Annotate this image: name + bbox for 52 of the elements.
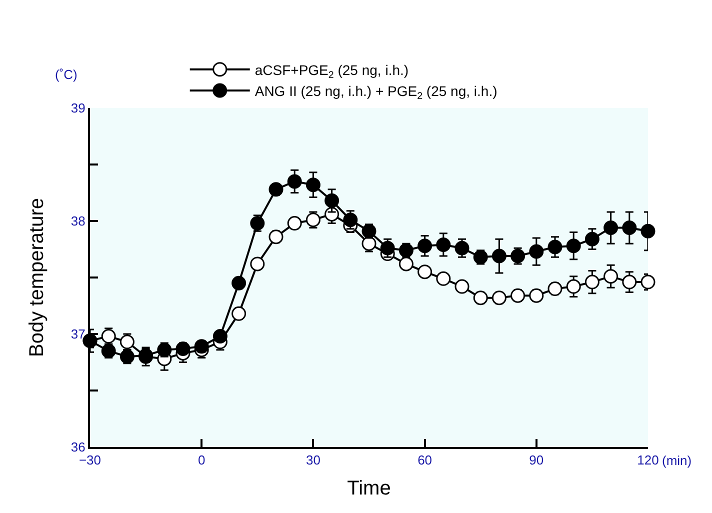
point: [232, 276, 246, 290]
point: [120, 334, 134, 350]
point: [436, 271, 451, 286]
y-tick-label: 39: [70, 100, 86, 116]
point: [287, 216, 302, 231]
text: (min): [662, 453, 692, 468]
point: [212, 329, 228, 344]
point: [232, 306, 246, 321]
y-axis-title: Body temperature: [26, 198, 48, 357]
x-tick-label: −30: [78, 452, 102, 468]
point: [418, 238, 432, 254]
y-tick-label: 36: [70, 440, 86, 455]
text: (˚C): [55, 67, 78, 82]
point: [306, 178, 320, 192]
point: [492, 248, 506, 264]
x-tick-label: 90: [529, 452, 544, 468]
point: [548, 240, 562, 254]
point: [287, 174, 302, 189]
point: [250, 256, 265, 272]
x-tick-label: 0: [198, 452, 206, 468]
point: [640, 224, 656, 238]
point: [529, 288, 544, 303]
point: [510, 288, 526, 303]
point: [492, 290, 506, 306]
point: [268, 182, 284, 197]
point: [473, 290, 488, 306]
point: [436, 237, 451, 252]
x-axis-title: Time: [347, 478, 391, 500]
point: [454, 279, 470, 294]
point: [604, 220, 618, 236]
point: [343, 212, 358, 228]
x-tick-label: 30: [306, 452, 320, 468]
point: [566, 238, 581, 254]
point: [398, 256, 414, 272]
y-tick-label: 37: [70, 326, 86, 342]
point: [418, 264, 432, 280]
point: [584, 232, 600, 246]
point: [640, 274, 656, 290]
point: [324, 193, 340, 208]
point: [622, 220, 637, 236]
point: [622, 274, 637, 290]
point: [604, 269, 618, 284]
point: [548, 282, 562, 296]
x-tick-label: 120: [637, 452, 659, 468]
point: [529, 244, 544, 259]
legend-label: aCSF+PGE$_{2}$ (25 ng, i.h.): [254, 62, 409, 81]
legend-label: ANG II (25 ng, i.h.) + PGE$_{2}$ (25 ng, i.h.): [254, 83, 498, 102]
point: [268, 230, 284, 244]
y-tick-label: 38: [70, 214, 86, 229]
point: [584, 274, 600, 290]
x-tick-label: 60: [418, 452, 432, 468]
point: [566, 279, 581, 294]
